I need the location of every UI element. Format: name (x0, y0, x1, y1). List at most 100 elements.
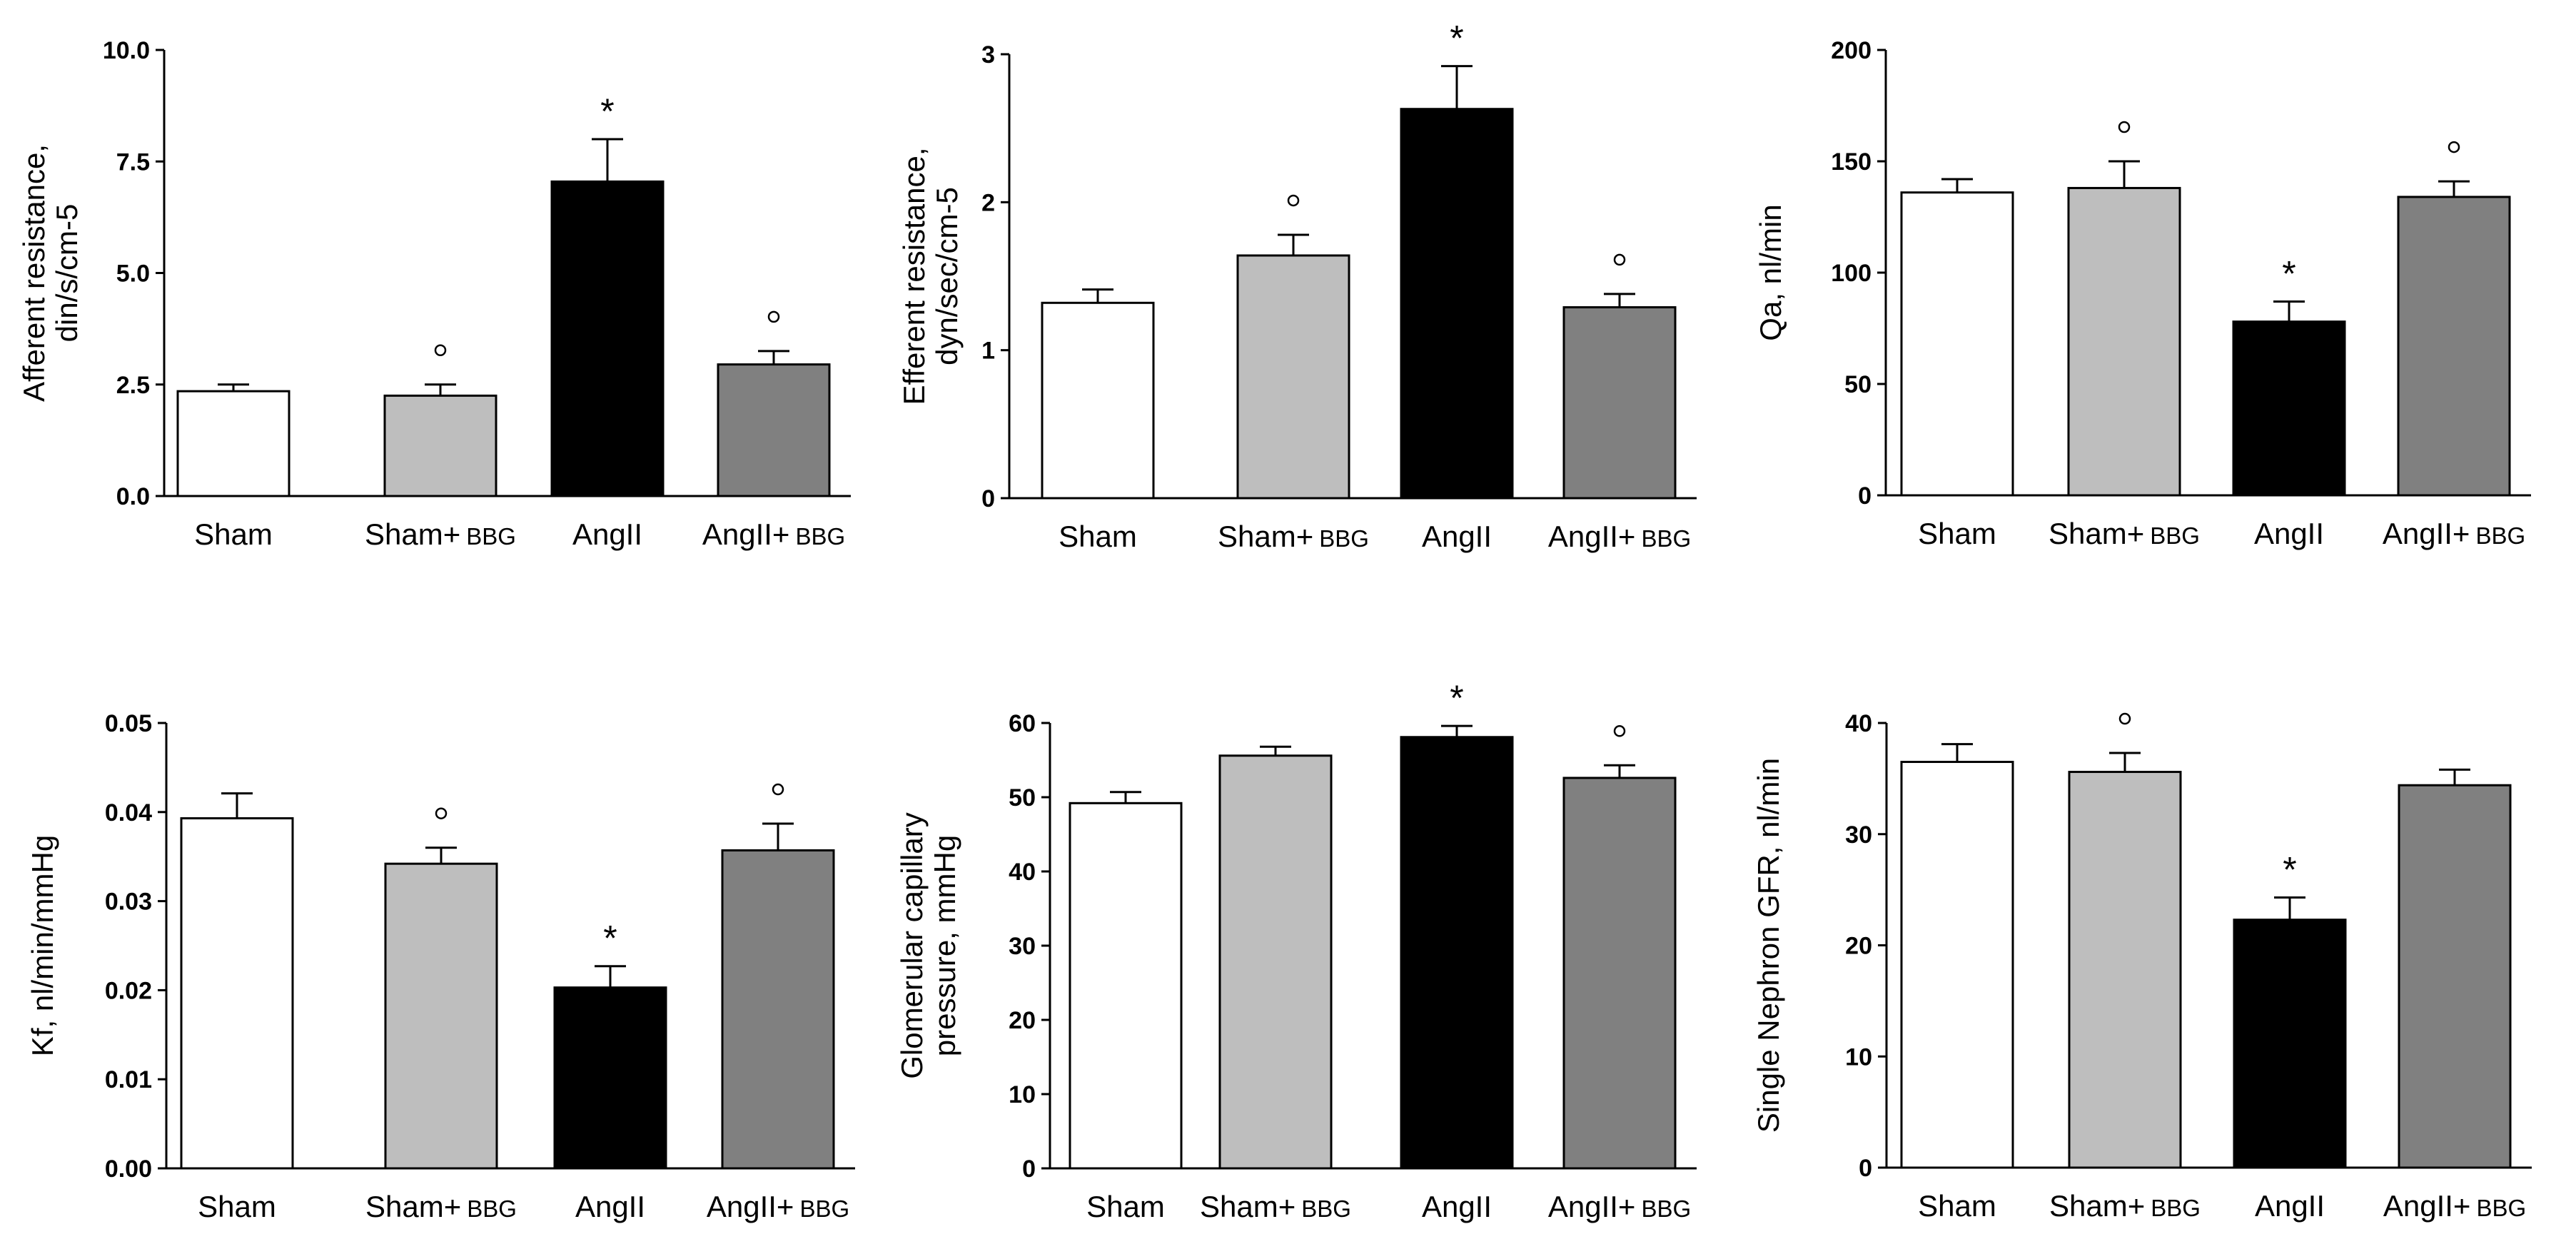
bar-sham-plus-bbg (1218, 754, 1333, 1170)
y-tick-label: 40 (1845, 710, 1872, 737)
bar-sham-plus-bbg (2067, 186, 2181, 497)
x-tick-label: AngII (1422, 1190, 1492, 1223)
bar-angii (550, 180, 665, 497)
x-tick-label: Sham (194, 517, 273, 551)
significance-star: * (1450, 19, 1463, 59)
significance-circle (1287, 194, 1300, 207)
y-tick-label: 10 (1009, 1081, 1036, 1108)
x-tick-label: AngII+ BBG (1548, 1190, 1691, 1223)
y-tick-label: 30 (1845, 821, 1872, 849)
y-tick-label: 0.03 (105, 889, 152, 916)
x-tick-label: Sham+ BBG (365, 517, 516, 551)
y-tick-label: 2 (981, 189, 995, 216)
significance-star: * (600, 91, 614, 131)
y-axis-title: Afferent resistance,din/s/cm-5 (17, 144, 84, 402)
significance-star: * (2283, 850, 2296, 890)
x-tick-label: AngII (2255, 1189, 2325, 1223)
significance-star: * (603, 919, 617, 959)
y-tick-label: 20 (1845, 933, 1872, 960)
y-tick-label: 0.04 (105, 799, 152, 826)
bar-angii (2233, 919, 2347, 1169)
y-tick-label: 10.0 (103, 37, 150, 64)
x-tick-label: AngII+ BBG (707, 1190, 849, 1223)
x-tick-label: Sham (198, 1190, 276, 1223)
y-tick-label: 10 (1845, 1043, 1872, 1071)
chart-panel-3: * 0 50 100 150 200 Sham Sham+ BBG AngII AngII+ BBG Q… (1754, 37, 2531, 550)
significance-circle (1613, 253, 1626, 266)
bar-sham (176, 390, 291, 497)
y-axis-title: Qa, nl/min (1754, 204, 1787, 340)
x-tick-label: AngII (1422, 520, 1492, 553)
x-tick-label: Sham (1086, 1190, 1165, 1223)
bar-sham-plus-bbg (383, 394, 497, 497)
y-tick-label: 40 (1009, 859, 1036, 886)
y-tick-label: 20 (1009, 1007, 1036, 1034)
x-tick-label: AngII+ BBG (702, 517, 845, 551)
bar-sham (180, 817, 294, 1170)
y-tick-label: 200 (1831, 37, 1872, 64)
significance-circle (772, 783, 784, 796)
y-tick-label: 0 (981, 485, 995, 512)
bar-sham-plus-bbg (384, 862, 498, 1170)
significance-star: * (1450, 678, 1463, 718)
significance-circle (2118, 121, 2131, 133)
y-tick-label: 7.5 (116, 148, 150, 176)
y-tick-label: 50 (1844, 371, 1872, 398)
bar-angii (553, 986, 667, 1170)
x-tick-label: Sham (1918, 517, 1996, 550)
bar-angii (1400, 736, 1514, 1170)
y-tick-label: 0.0 (116, 483, 150, 510)
x-tick-label: AngII (572, 517, 642, 551)
y-tick-label: 0.01 (105, 1066, 152, 1093)
y-tick-label: 150 (1831, 148, 1872, 176)
significance-circle (2448, 141, 2460, 153)
significance-circle (767, 310, 780, 323)
bar-angii-plus-bbg (2398, 784, 2512, 1169)
y-tick-label: 100 (1831, 260, 1872, 287)
chart-panel-4: * 0.00 0.01 0.02 0.03 0.04 0.05 Sham Sham+ BBG Ang… (26, 710, 855, 1223)
chart-panel-6: * 0 10 20 30 40 Sham Sham+ BBG AngII AngII+ BBG Sing… (1752, 710, 2532, 1223)
bar-sham (1069, 801, 1183, 1170)
x-tick-label: Sham+ BBG (365, 1190, 517, 1223)
y-axis-title: Efferent resistance,dyn/sec/cm-5 (897, 147, 964, 405)
y-axis-title: Single Nephron GFR, nl/min (1752, 758, 1785, 1133)
x-tick-label: Sham+ BBG (2049, 517, 2200, 550)
bar-angii-plus-bbg (2397, 196, 2511, 497)
x-tick-label: Sham (1059, 520, 1137, 553)
significance-circle (1613, 725, 1626, 737)
bar-angii (2232, 320, 2346, 497)
significance-circle (434, 344, 447, 356)
bar-sham (1900, 761, 2014, 1169)
y-tick-label: 0 (1022, 1155, 1036, 1183)
y-tick-label: 2.5 (116, 372, 150, 399)
significance-star: * (2282, 254, 2295, 294)
y-axis-title: Kf, nl/min/mmHg (26, 835, 59, 1056)
bar-sham (1900, 191, 2014, 497)
bar-angii-plus-bbg (721, 849, 835, 1170)
x-tick-label: AngII+ BBG (2383, 517, 2525, 550)
x-tick-label: Sham (1918, 1189, 1996, 1223)
y-tick-label: 60 (1009, 710, 1036, 737)
y-tick-label: 50 (1009, 784, 1036, 811)
y-tick-label: 0.05 (105, 710, 152, 737)
bar-sham-plus-bbg (2068, 771, 2182, 1169)
bar-sham-plus-bbg (1236, 254, 1350, 500)
x-tick-label: Sham+ BBG (1200, 1190, 1351, 1223)
x-tick-label: AngII (2254, 517, 2324, 550)
y-tick-label: 0.00 (105, 1155, 152, 1183)
bar-angii-plus-bbg (1562, 306, 1677, 500)
significance-circle (2118, 712, 2131, 725)
significance-circle (435, 807, 448, 819)
bar-sham (1041, 301, 1155, 500)
chart-panel-5: * 0 10 20 30 40 50 60 Sham Sham+ BBG AngII AngII+ BBG… (895, 678, 1697, 1223)
bar-angii-plus-bbg (1562, 777, 1677, 1170)
y-tick-label: 0 (1859, 1155, 1872, 1182)
x-tick-label: AngII+ BBG (1548, 520, 1691, 553)
bar-angii-plus-bbg (717, 363, 831, 497)
y-axis-title: Glomerular capillarypressure, mmHg (895, 812, 961, 1078)
chart-panel-1: * 0.0 2.5 5.0 7.5 10.0 Sham Sham+ BBG AngII AngII+… (17, 37, 851, 551)
y-tick-label: 1 (981, 338, 995, 365)
x-tick-label: AngII+ BBG (2383, 1189, 2526, 1223)
y-tick-label: 3 (981, 41, 995, 69)
